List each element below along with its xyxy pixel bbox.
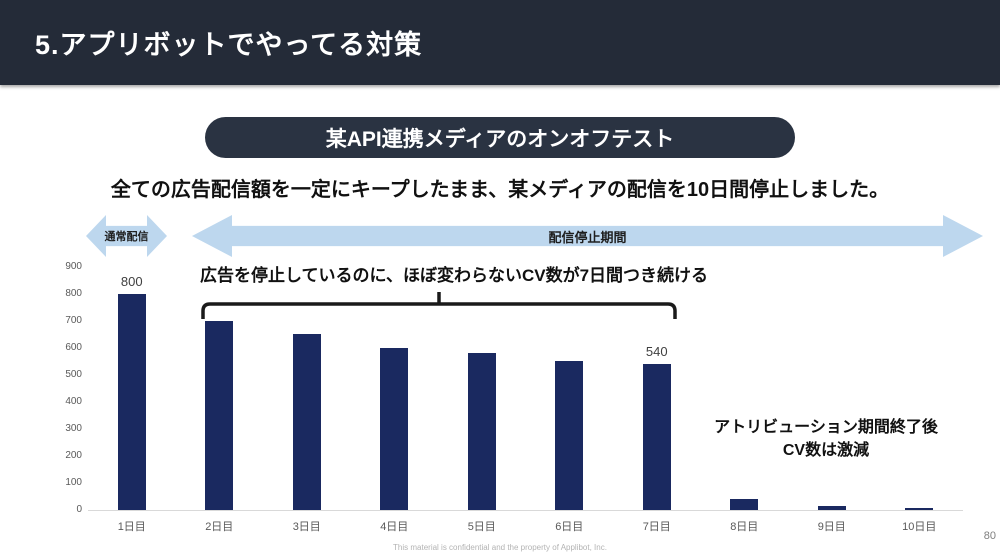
bar-10日目: [905, 508, 934, 510]
slide-header: 5.アプリボットでやってる対策: [0, 0, 1000, 85]
bar-group: 8日目: [701, 267, 789, 533]
y-tick-700: 700: [65, 315, 82, 326]
bar-group: 10日目: [876, 267, 964, 533]
y-tick-500: 500: [65, 369, 82, 380]
bar-8日目: [730, 499, 759, 510]
bar-group: 540 7日目: [613, 267, 701, 533]
y-tick-100: 100: [65, 477, 82, 488]
y-axis: 0 100 200 300 400 500 600 700 800 900: [38, 261, 82, 515]
bar-group: 800 1日目: [88, 267, 176, 533]
bar-4日目: [380, 348, 409, 510]
y-tick-900: 900: [65, 261, 82, 272]
attribution-note-line1: アトリビューション期間終了後: [714, 419, 938, 436]
data-label: 540: [645, 344, 668, 359]
banner-stop-period: 配信停止期間: [192, 215, 983, 257]
bar-5日目: [467, 353, 496, 510]
bar-group: 5日目: [438, 267, 526, 533]
bar-group: 4日目: [351, 267, 439, 533]
bar-3日目: [292, 334, 321, 510]
bar-1日目: [117, 294, 146, 510]
y-tick-200: 200: [65, 450, 82, 461]
y-tick-400: 400: [65, 396, 82, 407]
page-number: 80: [983, 530, 996, 542]
y-tick-600: 600: [65, 342, 82, 353]
bar-7日目: [642, 364, 671, 510]
x-tick-label: 10日目: [902, 521, 937, 533]
bar-9日目: [817, 506, 846, 510]
x-tick-label: 4日目: [380, 521, 409, 533]
brace-icon: [201, 292, 677, 319]
x-tick-label: 7日目: [642, 521, 671, 533]
x-tick-label: 5日目: [467, 521, 496, 533]
x-tick-label: 8日目: [730, 521, 759, 533]
bracket-annotation: 広告を停止しているのに、ほぼ変わらないCV数が7日間つき続ける: [200, 266, 709, 285]
y-tick-800: 800: [65, 288, 82, 299]
slide-title: 5.アプリボットでやってる対策: [35, 30, 423, 60]
bar-2日目: [205, 321, 234, 510]
y-tick-0: 0: [76, 504, 82, 515]
test-name-badge-label: 某API連携メディアのオンオフテスト: [325, 127, 675, 151]
slide-subtitle: 全ての広告配信額を一定にキープしたまま、某メディアの配信を10日間停止しました。: [110, 179, 890, 201]
x-tick-label: 2日目: [205, 521, 234, 533]
bar-group: 6日目: [526, 267, 614, 533]
banner-normal-delivery: 通常配信: [86, 215, 167, 257]
attribution-note: アトリビューション期間終了後 CV数は激減: [700, 416, 952, 462]
x-tick-label: 1日目: [117, 521, 146, 533]
x-tick-label: 3日目: [292, 521, 321, 533]
attribution-note-line2: CV数は激減: [782, 442, 870, 460]
x-tick-label: 9日目: [817, 521, 846, 533]
bar-group: 3日目: [263, 267, 351, 533]
x-tick-label: 6日目: [555, 521, 584, 533]
bar-6日目: [555, 361, 584, 510]
bar-group: 2日目: [176, 267, 264, 533]
test-name-badge: 某API連携メディアのオンオフテスト: [205, 117, 795, 158]
y-tick-300: 300: [65, 423, 82, 434]
bar-group: 9日目: [788, 267, 876, 533]
banner-normal-delivery-label: 通常配信: [104, 231, 149, 243]
banner-stop-period-label: 配信停止期間: [548, 229, 627, 245]
footer-confidential: This material is confidential and the pr…: [393, 543, 607, 552]
data-label: 800: [120, 274, 143, 289]
bar-chart: 800 1日目 2日目 3日目 4日目 5日目 6日目 540 7日目 8日目 9日目 10日目: [88, 267, 964, 533]
